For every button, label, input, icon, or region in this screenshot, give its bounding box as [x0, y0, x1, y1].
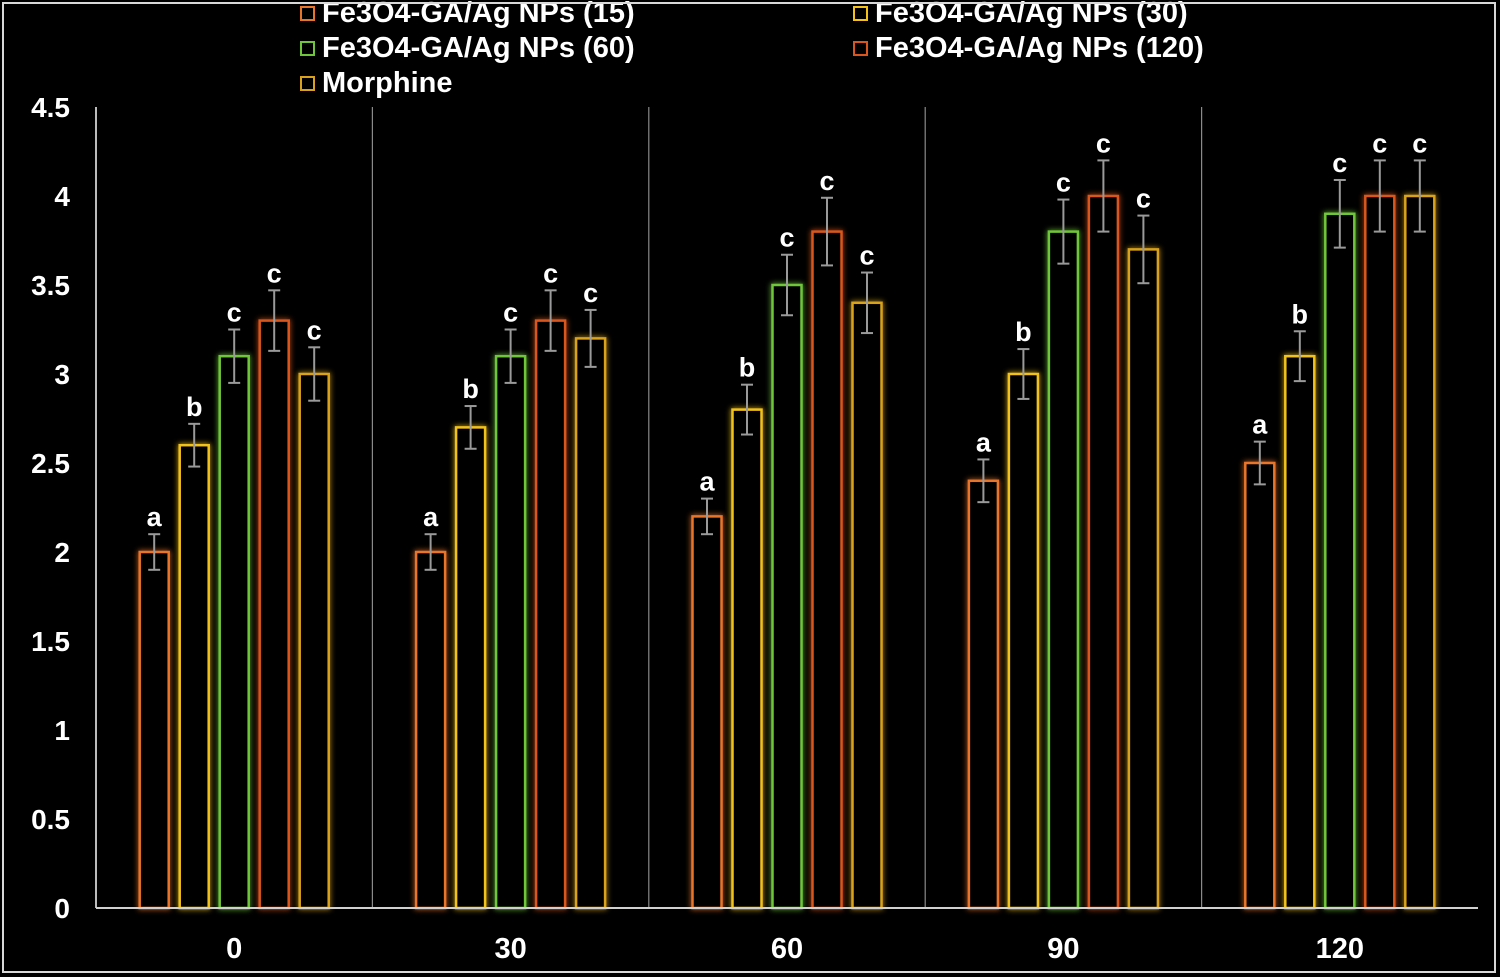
significance-label: a	[1252, 410, 1268, 440]
significance-label: c	[307, 315, 322, 345]
y-tick-label: 2.5	[31, 448, 70, 479]
bar	[178, 443, 210, 910]
x-tick-label: 30	[494, 933, 526, 965]
significance-label: c	[1372, 128, 1387, 158]
y-tick-label: 0	[54, 893, 70, 924]
significance-label: c	[583, 278, 598, 308]
bar	[1324, 212, 1356, 910]
significance-label: b	[1292, 299, 1309, 329]
bar	[771, 283, 803, 910]
y-tick-label: 0.5	[31, 804, 70, 835]
legend-item-series-4: Fe3O4-GA/Ag NPs (120)	[853, 31, 1204, 65]
x-tick-label: 90	[1047, 933, 1079, 965]
significance-label: c	[267, 258, 282, 288]
y-tick-label: 3	[54, 359, 70, 390]
x-tick-label: 120	[1316, 933, 1364, 965]
significance-label: c	[819, 166, 834, 196]
legend: Fe3O4-GA/Ag NPs (15) Fe3O4-GA/Ag NPs (30…	[300, 0, 1300, 100]
significance-label: c	[859, 241, 874, 271]
bar	[574, 337, 607, 910]
bar	[414, 550, 447, 910]
legend-swatch	[853, 5, 868, 21]
bar	[1007, 372, 1040, 910]
significance-label: c	[779, 223, 794, 253]
y-tick-label: 3.5	[31, 270, 70, 301]
significance-label: c	[543, 258, 558, 288]
significance-label: b	[1015, 317, 1032, 347]
bar	[1047, 230, 1080, 910]
bar	[454, 426, 487, 910]
bar	[298, 372, 330, 910]
y-tick-label: 1.5	[31, 626, 70, 657]
bar	[1404, 194, 1436, 910]
y-tick-label: 4.5	[31, 92, 70, 123]
bar	[1364, 194, 1396, 910]
legend-item-series-5: Morphine	[300, 66, 453, 100]
significance-label: a	[976, 427, 992, 457]
bar	[1244, 461, 1276, 910]
y-tick-label: 4	[54, 181, 70, 212]
legend-item-series-2: Fe3O4-GA/Ag NPs (30)	[853, 0, 1188, 30]
bar	[691, 515, 723, 910]
significance-label: c	[1412, 128, 1427, 158]
y-tick-label: 2	[54, 537, 70, 568]
legend-label: Fe3O4-GA/Ag NPs (120)	[875, 32, 1204, 64]
significance-label: a	[699, 467, 715, 497]
legend-label: Fe3O4-GA/Ag NPs (15)	[322, 0, 635, 29]
significance-label: c	[1096, 128, 1111, 158]
legend-label: Fe3O4-GA/Ag NPs (30)	[875, 0, 1188, 29]
significance-label: a	[147, 502, 163, 532]
x-tick-label: 0	[226, 933, 242, 965]
y-tick-label: 1	[54, 715, 70, 746]
significance-label: b	[462, 374, 479, 404]
significance-label: c	[227, 298, 242, 328]
significance-label: c	[1332, 148, 1347, 178]
bar	[258, 319, 290, 910]
bar	[218, 354, 250, 910]
bar	[731, 408, 763, 910]
bar	[1127, 248, 1160, 910]
significance-label: b	[739, 353, 756, 383]
legend-swatch	[300, 5, 315, 21]
legend-label: Morphine	[322, 67, 453, 99]
significance-label: c	[503, 298, 518, 328]
legend-item-series-1: Fe3O4-GA/Ag NPs (15)	[300, 0, 635, 30]
legend-item-series-3: Fe3O4-GA/Ag NPs (60)	[300, 31, 635, 65]
bar	[967, 479, 1000, 910]
significance-label: c	[1136, 184, 1151, 214]
significance-label: b	[186, 392, 203, 422]
bar	[494, 354, 527, 910]
x-tick-label: 60	[771, 933, 803, 965]
bar	[138, 550, 170, 910]
bar	[1284, 354, 1316, 910]
bar	[851, 301, 883, 910]
legend-label: Fe3O4-GA/Ag NPs (60)	[322, 32, 635, 64]
significance-label: a	[423, 502, 439, 532]
legend-swatch	[853, 40, 868, 56]
bar	[534, 319, 567, 910]
bar	[811, 230, 843, 910]
legend-swatch	[300, 40, 315, 56]
legend-swatch	[300, 75, 315, 91]
significance-label: c	[1056, 168, 1071, 198]
bar	[1087, 194, 1120, 910]
